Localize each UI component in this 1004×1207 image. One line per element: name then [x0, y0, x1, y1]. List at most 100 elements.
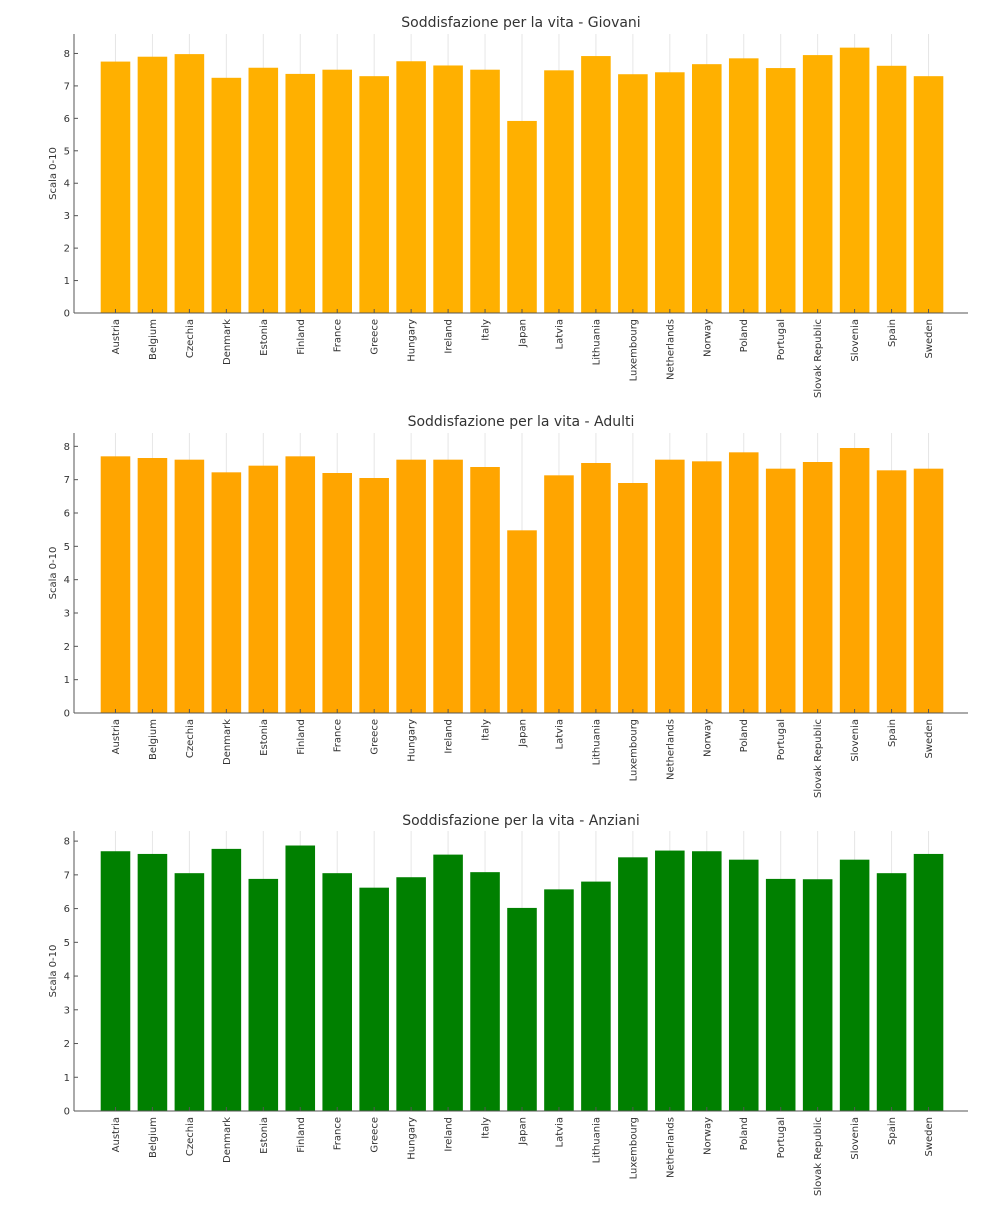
x-tick-label: Finland: [296, 1117, 307, 1153]
y-tick-label: 8: [64, 837, 70, 848]
bar-poland: [728, 452, 759, 713]
y-tick-label: 5: [64, 938, 70, 949]
x-tick-label: Netherlands: [665, 319, 676, 380]
x-tick-label: Luxembourg: [628, 319, 639, 381]
bar-slovenia: [839, 859, 870, 1111]
x-tick-label: Poland: [739, 719, 750, 752]
y-tick-label: 5: [64, 542, 70, 553]
y-tick-label: 6: [64, 509, 70, 520]
x-tick-label: Netherlands: [665, 719, 676, 780]
bar-japan: [507, 907, 537, 1111]
y-tick-label: 0: [64, 709, 70, 720]
bar-greece: [359, 76, 389, 313]
bar-greece: [359, 887, 389, 1111]
x-tick-label: Luxembourg: [628, 719, 639, 781]
x-tick-label: Ireland: [444, 719, 455, 754]
bar-slovenia: [839, 448, 870, 713]
bar-japan: [507, 530, 537, 713]
x-tick-label: Italy: [481, 319, 492, 341]
y-tick-label: 4: [64, 179, 70, 190]
x-tick-label: Japan: [518, 719, 529, 748]
x-tick-label: Spain: [887, 1117, 898, 1145]
bar-sweden: [913, 853, 944, 1111]
x-tick-label: Latvia: [554, 1117, 565, 1147]
x-tick-label: Norway: [702, 319, 713, 357]
bar-poland: [728, 859, 759, 1111]
bar-france: [322, 473, 352, 713]
bar-denmark: [211, 472, 242, 713]
bar-slovak-republic: [802, 55, 833, 314]
x-tick-label: Norway: [702, 1117, 713, 1155]
x-tick-label: Netherlands: [665, 1117, 676, 1178]
bar-italy: [470, 69, 500, 313]
bar-poland: [728, 58, 759, 313]
bar-ireland: [433, 65, 463, 313]
y-tick-label: 3: [64, 211, 70, 222]
y-tick-label: 1: [64, 276, 70, 287]
x-tick-label: Sweden: [924, 1117, 935, 1157]
bar-sweden: [913, 76, 944, 313]
bar-japan: [507, 120, 537, 313]
x-tick-label: Lithuania: [591, 1117, 602, 1163]
x-tick-label: Japan: [518, 1117, 529, 1146]
x-tick-label: Slovak Republic: [813, 1117, 824, 1196]
y-tick-label: 3: [64, 609, 70, 620]
bar-luxembourg: [618, 483, 648, 713]
bar-slovak-republic: [802, 462, 833, 713]
x-tick-label: Lithuania: [591, 319, 602, 365]
bar-france: [322, 69, 352, 313]
bar-norway: [692, 64, 722, 313]
bar-luxembourg: [618, 74, 648, 313]
x-tick-label: Norway: [702, 719, 713, 757]
bar-norway: [692, 851, 722, 1111]
bar-netherlands: [655, 850, 685, 1111]
x-tick-label: Denmark: [222, 319, 233, 365]
y-tick-label: 7: [64, 81, 70, 92]
x-tick-label: Greece: [370, 719, 381, 755]
bar-lithuania: [581, 881, 611, 1111]
x-tick-label: Greece: [370, 1117, 381, 1153]
y-tick-label: 7: [64, 870, 70, 881]
x-tick-label: Czechia: [185, 319, 196, 358]
x-tick-label: Slovenia: [850, 719, 861, 762]
x-tick-label: Portugal: [776, 719, 787, 760]
bar-latvia: [544, 889, 574, 1111]
bar-ireland: [433, 459, 463, 713]
x-tick-label: Austria: [111, 1117, 122, 1152]
bar-belgium: [137, 56, 168, 314]
bar-hungary: [396, 61, 426, 313]
y-tick-label: 2: [64, 1039, 70, 1050]
x-tick-label: Greece: [370, 319, 381, 355]
bar-czechia: [174, 54, 205, 314]
x-tick-label: Luxembourg: [628, 1117, 639, 1179]
y-tick-label: 8: [64, 442, 70, 453]
bar-spain: [876, 470, 907, 713]
x-tick-label: Belgium: [148, 1117, 159, 1158]
bar-finland: [285, 845, 316, 1111]
bar-spain: [876, 65, 907, 313]
bar-belgium: [137, 853, 168, 1111]
x-tick-label: Portugal: [776, 1117, 787, 1158]
y-tick-label: 2: [64, 642, 70, 653]
bar-lithuania: [581, 463, 611, 713]
x-tick-label: Finland: [296, 719, 307, 755]
bar-norway: [692, 461, 722, 713]
bar-austria: [100, 61, 131, 313]
bar-finland: [285, 456, 316, 713]
bar-portugal: [765, 878, 796, 1111]
x-tick-label: Austria: [111, 319, 122, 354]
bar-netherlands: [655, 459, 685, 713]
x-tick-label: Estonia: [259, 319, 270, 356]
x-tick-label: Spain: [887, 719, 898, 747]
bar-austria: [100, 851, 131, 1111]
x-tick-label: Hungary: [407, 319, 418, 362]
bar-slovak-republic: [802, 879, 833, 1111]
bar-estonia: [248, 465, 279, 713]
x-tick-label: Japan: [518, 319, 529, 348]
bar-hungary: [396, 877, 426, 1111]
y-tick-label: 0: [64, 309, 70, 320]
bar-estonia: [248, 878, 279, 1111]
x-tick-label: Slovenia: [850, 319, 861, 362]
bar-latvia: [544, 475, 574, 713]
x-tick-label: Ireland: [444, 319, 455, 354]
